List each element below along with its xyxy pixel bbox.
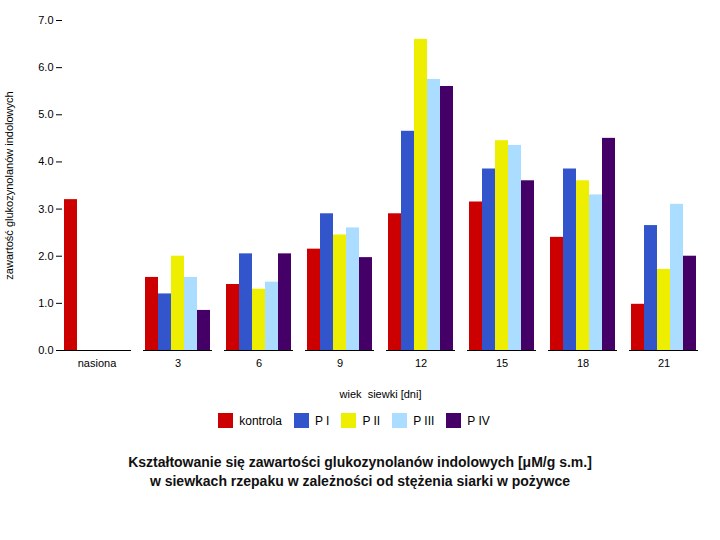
svg-text:2.0: 2.0: [38, 250, 53, 262]
html-text:kontrola: kontrola: [239, 413, 282, 428]
svg-text:18: 18: [577, 357, 589, 369]
html-text:P I: P I: [314, 413, 330, 428]
svg-text:wiek siewki [dni]: wiek siewki [dni]: [339, 388, 422, 400]
svg-text:6: 6: [256, 357, 262, 369]
html-text:w siewkach rzepaku w zależnośc: w siewkach rzepaku w zależności od stęże…: [149, 472, 571, 489]
svg-text:nasiona: nasiona: [78, 357, 117, 369]
svg-text:zawartość glukozynolanów indol: zawartość glukozynolanów indolowych: [3, 91, 15, 279]
svg-text:9: 9: [337, 357, 343, 369]
svg-text:3.0: 3.0: [38, 203, 53, 215]
html-text:P IV: P IV: [467, 413, 490, 428]
svg-text:5.0: 5.0: [38, 108, 53, 120]
svg-text:7.0: 7.0: [38, 14, 53, 26]
svg-text:0.0: 0.0: [38, 344, 53, 356]
svg-text:15: 15: [496, 357, 508, 369]
html-text:Kształtowanie się zawartości g: Kształtowanie się zawartości glukozynola…: [128, 454, 592, 470]
html-text:P III: P III: [413, 413, 435, 428]
svg-text:4.0: 4.0: [38, 155, 53, 167]
svg-text:3: 3: [175, 357, 181, 369]
svg-text:1.0: 1.0: [38, 297, 53, 309]
svg-text:12: 12: [415, 357, 427, 369]
html-text:P II: P II: [362, 413, 381, 428]
svg-text:6.0: 6.0: [38, 61, 53, 73]
svg-text:21: 21: [658, 357, 670, 369]
